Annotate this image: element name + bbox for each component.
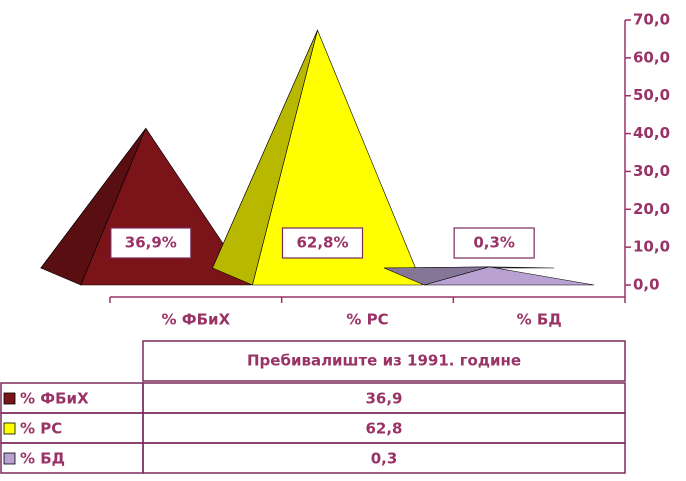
y-tick-label: 0,0: [633, 276, 660, 294]
x-tick-label: % ФБиХ: [162, 311, 231, 329]
pyramid-front-face: [252, 29, 423, 286]
legend-swatch: [3, 392, 16, 405]
data-label-box: [110, 227, 192, 259]
pyramid-front-face: [424, 266, 595, 286]
data-label-box: [453, 227, 535, 259]
y-tick-label: 60,0: [633, 48, 670, 66]
table-value: 36,9: [365, 390, 402, 408]
y-tick-label: 20,0: [633, 200, 670, 218]
legend-swatch: [3, 452, 16, 465]
data-label-box: [281, 227, 364, 259]
table-header-cell: [142, 340, 626, 382]
y-tick-label: 30,0: [633, 162, 670, 180]
x-tick-label: % РС: [346, 311, 388, 329]
table-row-label: % ФБиХ: [20, 390, 89, 408]
legend-swatch: [3, 422, 16, 435]
table-value: 62,8: [365, 420, 402, 438]
data-label: 36,9%: [125, 234, 177, 252]
y-tick-label: 10,0: [633, 238, 670, 256]
y-tick-label: 70,0: [633, 11, 670, 29]
table-cell: [142, 442, 626, 474]
data-label: 0,3%: [473, 234, 515, 252]
table-header: Пребивалиште из 1991. године: [247, 352, 521, 370]
table-row-label: % РС: [20, 420, 62, 438]
x-tick-label: % БД: [517, 311, 562, 329]
data-label: 62,8%: [296, 234, 348, 252]
table-value: 0,3: [371, 450, 398, 468]
y-tick-label: 50,0: [633, 86, 670, 104]
pyramid: [384, 266, 595, 286]
pyramid: [212, 29, 423, 286]
y-tick-label: 40,0: [633, 124, 670, 142]
table-row-label: % БД: [20, 450, 65, 468]
